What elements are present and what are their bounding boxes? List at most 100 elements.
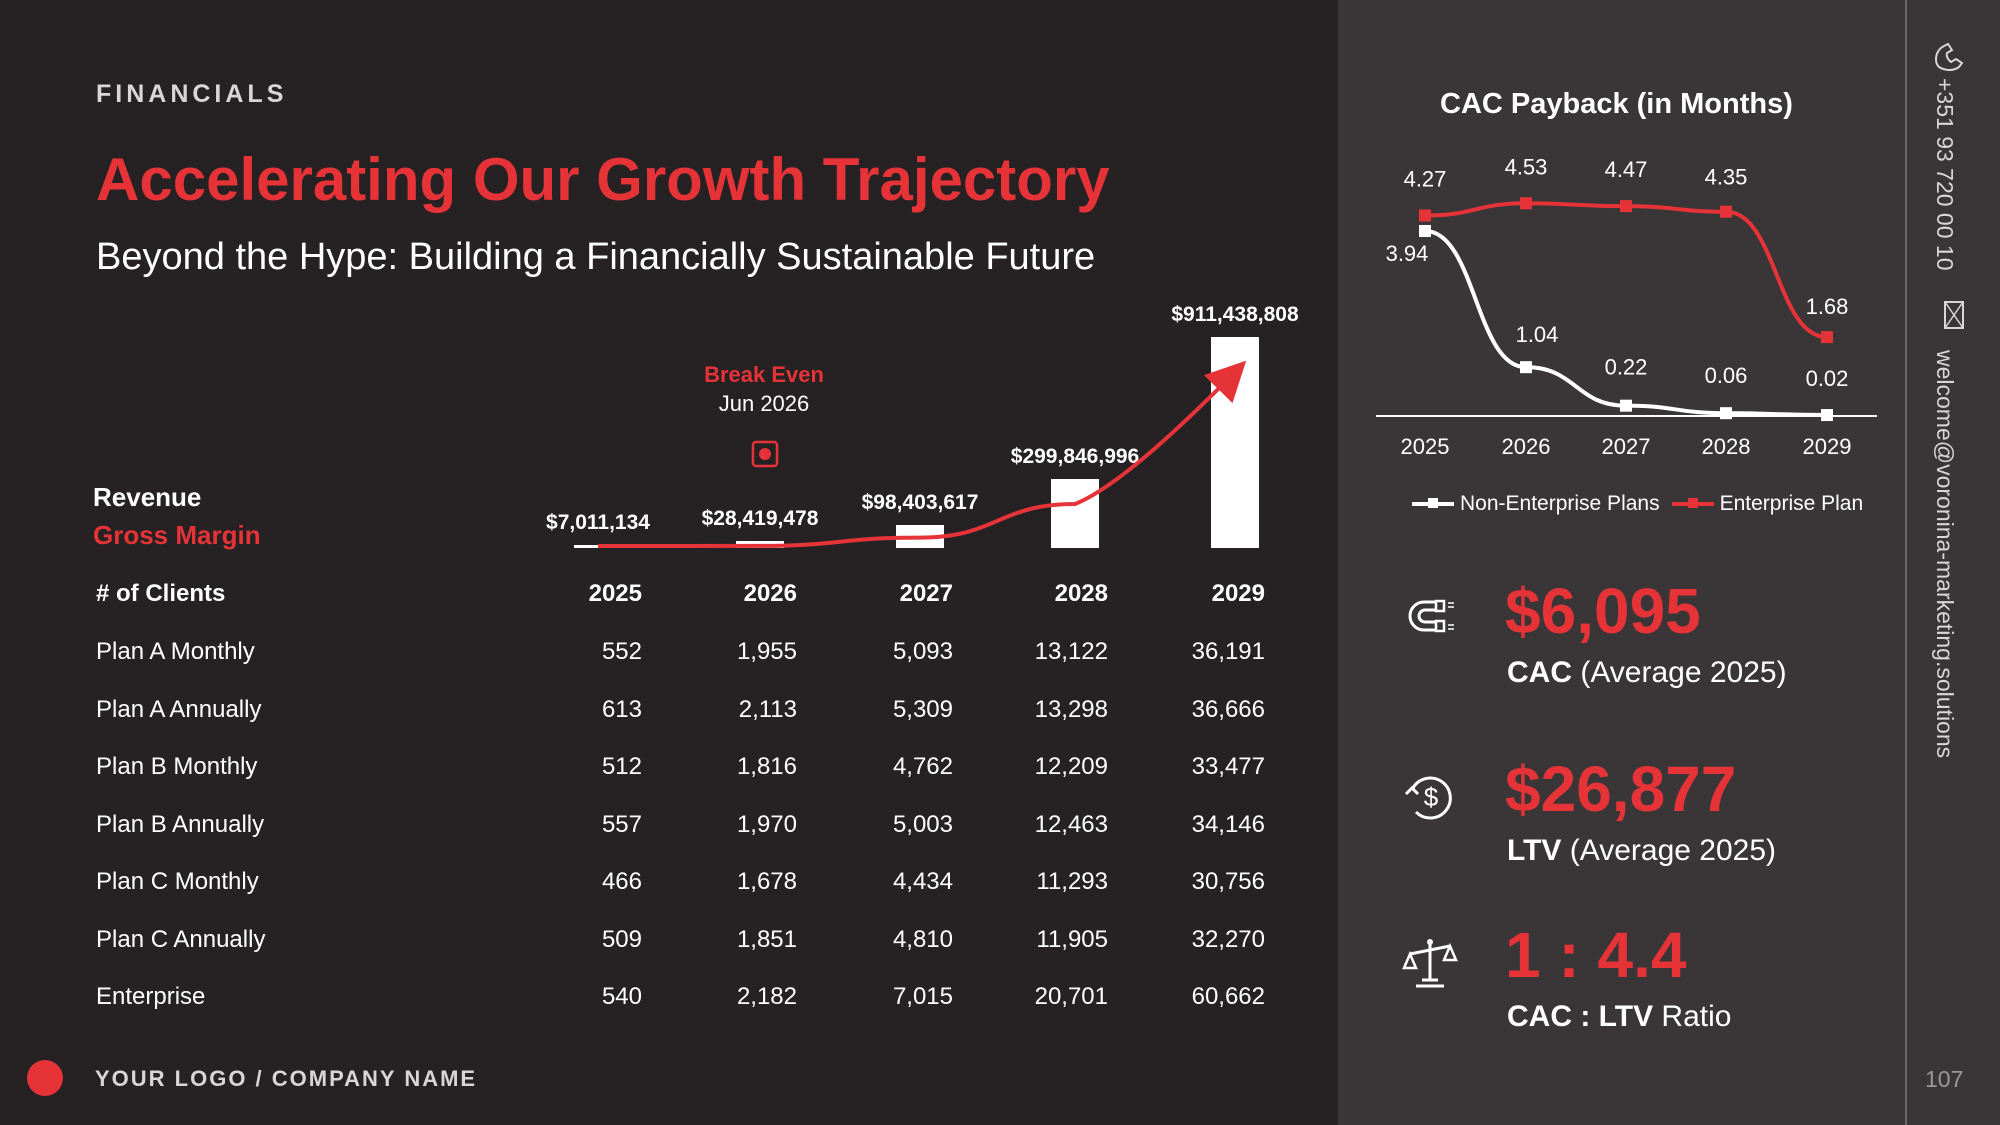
gross-margin-line <box>597 360 1247 548</box>
row-label: Plan B Annually <box>96 810 265 838</box>
revenue-value-2027: $98,403,617 <box>861 491 979 515</box>
cac-x-tick: 2029 <box>1803 434 1852 459</box>
cac-value: $6,095 <box>1505 575 1701 647</box>
cac-point <box>1620 200 1632 213</box>
legend-revenue: Revenue <box>93 482 202 512</box>
table-cell: 13,298 <box>1034 695 1108 723</box>
cac-line-non-enterprise <box>1424 228 1828 418</box>
row-label: Plan C Annually <box>96 925 266 953</box>
cac-point <box>1720 205 1732 218</box>
contact-strip <box>1905 0 2000 1125</box>
scale-icon <box>1402 939 1458 988</box>
ltv-label: LTV (Average 2025) <box>1507 834 1777 867</box>
cac-data-label: 1.68 <box>1806 294 1849 319</box>
page-number: 107 <box>1925 1066 1964 1092</box>
revenue-bar-2028 <box>1051 478 1099 548</box>
year-header-2025: 2025 <box>588 580 642 607</box>
table-cell: 13,122 <box>1034 638 1108 665</box>
svg-text:$: $ <box>1424 782 1439 812</box>
cac-data-label: 4.35 <box>1705 165 1748 190</box>
table-cell: 11,293 <box>1036 868 1108 895</box>
table-cell: 12,463 <box>1034 810 1108 838</box>
table-cell: 30,756 <box>1191 868 1265 895</box>
section-label: FINANCIALS <box>96 80 288 108</box>
cac-data-label: 0.02 <box>1806 366 1849 391</box>
company-logo-text[interactable]: YOUR LOGO / COMPANY NAME <box>95 1066 478 1091</box>
cac-point <box>1821 331 1833 344</box>
table-cell: 509 <box>601 925 642 953</box>
cac-label: CAC (Average 2025) <box>1507 656 1787 689</box>
table-cell: 20,701 <box>1034 983 1108 1010</box>
revenue-value-2025: $7,011,134 <box>546 511 650 534</box>
table-cell: 7,015 <box>892 983 953 1010</box>
magnet-icon <box>1408 599 1454 633</box>
row-label: Enterprise <box>96 983 206 1010</box>
ratio-label: CAC : LTV Ratio <box>1507 1000 1732 1033</box>
email-address[interactable]: welcome@voronina-marketing.solutions <box>1932 350 1958 759</box>
table-cell: 1,816 <box>736 753 797 780</box>
cac-point <box>1419 209 1431 222</box>
table-cell: 1,851 <box>736 925 797 953</box>
cac-x-tick: 2025 <box>1401 434 1450 459</box>
cac-data-label: 0.06 <box>1705 363 1748 388</box>
table-header-label: # of Clients <box>96 580 226 607</box>
legend-swatch-non-enterprise <box>1412 498 1454 508</box>
cac-x-tick: 2026 <box>1502 434 1551 459</box>
cac-point <box>1520 361 1532 374</box>
dollar-cycle-icon: $ <box>1404 776 1452 820</box>
table-cell: 540 <box>601 983 642 1010</box>
cac-line-enterprise <box>1424 201 1828 340</box>
legend-gross-margin: Gross Margin <box>93 520 261 550</box>
row-label: Plan B Monthly <box>96 753 258 780</box>
table-cell: 12,209 <box>1034 753 1108 780</box>
row-label: Plan C Monthly <box>96 868 259 895</box>
right-panel <box>1338 0 1905 1125</box>
revenue-value-2028: $299,846,996 <box>1010 444 1140 468</box>
legend-non-enterprise: Non-Enterprise Plans <box>1460 492 1660 515</box>
table-cell: 5,309 <box>892 695 953 723</box>
page-subtitle: Beyond the Hype: Building a Financially … <box>96 236 1096 278</box>
logo-dot <box>27 1060 63 1096</box>
table-cell: 512 <box>601 753 642 780</box>
table-cell: 36,191 <box>1191 638 1265 665</box>
table-cell: 613 <box>601 695 642 723</box>
break-even-marker <box>751 440 779 468</box>
table-cell: 36,666 <box>1191 695 1265 723</box>
cac-point <box>1620 399 1632 412</box>
cac-data-label: 4.53 <box>1505 154 1548 179</box>
year-header-2028: 2028 <box>1054 580 1108 607</box>
table-cell: 466 <box>601 868 642 895</box>
cac-data-label: 3.94 <box>1386 241 1429 266</box>
cac-point <box>1821 409 1833 422</box>
phone-icon <box>1935 42 1964 71</box>
cac-data-label: 1.04 <box>1516 322 1559 347</box>
cac-chart-title: CAC Payback (in Months) <box>1440 88 1793 120</box>
break-even-title: Break Even <box>704 362 824 387</box>
row-label: Plan A Annually <box>96 695 262 723</box>
table-cell: 4,434 <box>892 868 953 895</box>
break-even-date: Jun 2026 <box>718 391 810 416</box>
cac-data-label: 0.22 <box>1605 355 1648 380</box>
cac-x-tick: 2028 <box>1702 434 1751 459</box>
year-header-2029: 2029 <box>1211 580 1265 607</box>
legend-enterprise: Enterprise Plan <box>1719 492 1864 515</box>
table-cell: 552 <box>601 638 642 665</box>
table-cell: 557 <box>601 810 642 838</box>
cac-point <box>1419 224 1431 237</box>
left-panel <box>0 0 1338 1125</box>
ltv-value: $26,877 <box>1505 753 1737 825</box>
phone-number[interactable]: +351 93 720 00 10 <box>1932 78 1958 271</box>
year-header-2027: 2027 <box>899 580 953 607</box>
table-cell: 33,477 <box>1191 753 1265 780</box>
revenue-bar-2025 <box>574 545 622 548</box>
cac-x-tick: 2027 <box>1602 434 1651 459</box>
table-cell: 2,113 <box>738 695 797 723</box>
table-cell: 5,003 <box>892 810 953 838</box>
cac-data-label: 4.27 <box>1404 166 1447 191</box>
cac-point <box>1520 197 1532 210</box>
ratio-value: 1 : 4.4 <box>1505 919 1687 991</box>
table-cell: 1,970 <box>736 810 797 838</box>
